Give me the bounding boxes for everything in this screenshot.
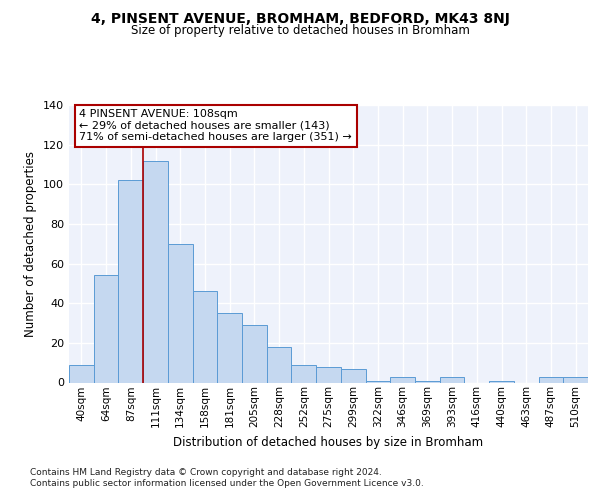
Bar <box>143 160 168 382</box>
Bar <box>440 376 464 382</box>
Text: Contains HM Land Registry data © Crown copyright and database right 2024.
Contai: Contains HM Land Registry data © Crown c… <box>30 468 424 487</box>
Text: 4 PINSENT AVENUE: 108sqm
← 29% of detached houses are smaller (143)
71% of semi-: 4 PINSENT AVENUE: 108sqm ← 29% of detach… <box>79 109 352 142</box>
Bar <box>390 376 415 382</box>
Bar <box>69 364 94 382</box>
Bar <box>365 380 390 382</box>
Bar <box>193 292 217 382</box>
Bar <box>94 276 118 382</box>
Bar <box>292 364 316 382</box>
X-axis label: Distribution of detached houses by size in Bromham: Distribution of detached houses by size … <box>173 436 484 448</box>
Bar <box>242 325 267 382</box>
Y-axis label: Number of detached properties: Number of detached properties <box>25 151 37 337</box>
Bar <box>415 380 440 382</box>
Bar <box>267 347 292 382</box>
Bar <box>539 376 563 382</box>
Bar <box>489 380 514 382</box>
Bar <box>217 313 242 382</box>
Text: Size of property relative to detached houses in Bromham: Size of property relative to detached ho… <box>131 24 469 37</box>
Bar <box>168 244 193 382</box>
Bar <box>341 368 365 382</box>
Bar <box>118 180 143 382</box>
Bar <box>563 376 588 382</box>
Text: 4, PINSENT AVENUE, BROMHAM, BEDFORD, MK43 8NJ: 4, PINSENT AVENUE, BROMHAM, BEDFORD, MK4… <box>91 12 509 26</box>
Bar <box>316 366 341 382</box>
